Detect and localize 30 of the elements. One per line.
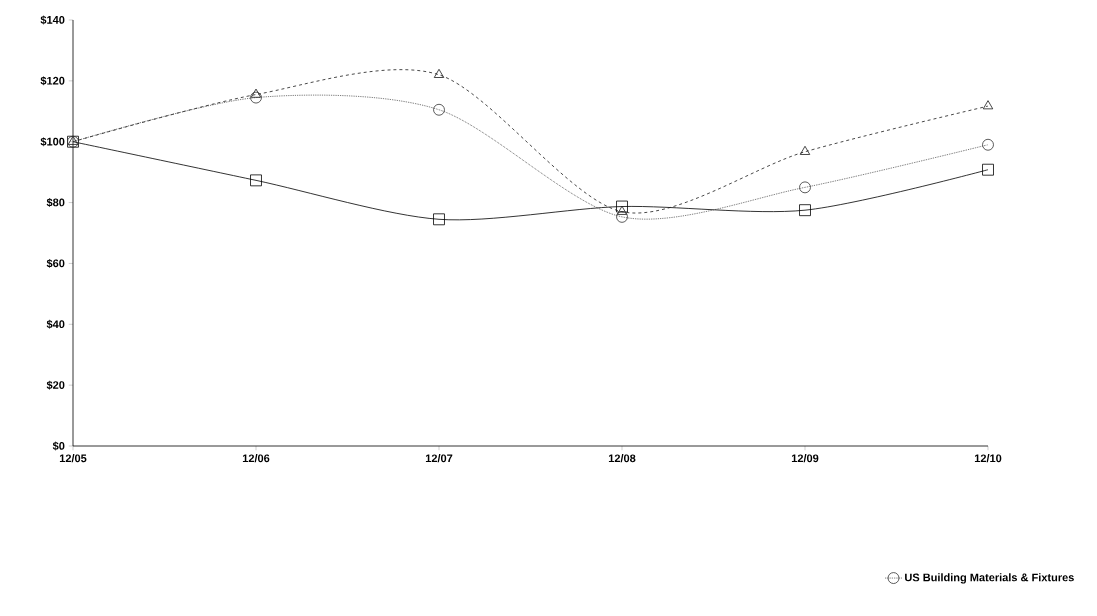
y-tick-label: $140 (40, 15, 65, 25)
point (616, 205, 628, 215)
x-tick-label: 12/06 (242, 454, 270, 463)
y-tick-label: $0 (52, 441, 65, 451)
y-tick-label: $100 (40, 137, 65, 147)
x-tick-label: 12/10 (974, 454, 1002, 463)
point (433, 213, 445, 226)
y-tick-label: $40 (46, 319, 65, 329)
y-tick-label: $20 (46, 380, 65, 390)
point (250, 91, 262, 104)
point (616, 200, 628, 213)
point (799, 145, 811, 155)
y-tick-label: $60 (46, 258, 65, 268)
y-tick-label: $120 (40, 76, 65, 86)
x-tick-label: 12/09 (791, 454, 819, 463)
point (799, 181, 811, 194)
point (250, 174, 262, 187)
x-tick-label: 12/05 (59, 454, 87, 463)
point (799, 204, 811, 217)
y-tick-label: $80 (46, 198, 65, 208)
point (433, 68, 445, 78)
point (433, 103, 445, 116)
legend-label: US Building Materials & Fixtures (905, 573, 1074, 584)
point (982, 163, 994, 176)
x-tick-label: 12/07 (425, 454, 453, 463)
point (616, 210, 628, 223)
point (982, 138, 994, 151)
point (250, 88, 262, 98)
point (982, 100, 994, 110)
x-tick-label: 12/08 (608, 454, 636, 463)
